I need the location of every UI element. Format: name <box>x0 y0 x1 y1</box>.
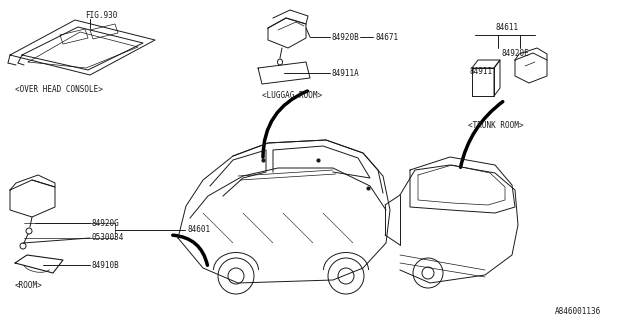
Text: <ROOM>: <ROOM> <box>15 281 43 290</box>
Text: 84920E: 84920E <box>502 50 530 59</box>
Text: 84920B: 84920B <box>332 33 360 42</box>
Text: 84671: 84671 <box>375 33 398 42</box>
Text: 84611: 84611 <box>495 22 518 31</box>
Text: <LUGGAG ROOM>: <LUGGAG ROOM> <box>262 91 322 100</box>
Text: 84911A: 84911A <box>332 68 360 77</box>
Text: <TRUNK ROOM>: <TRUNK ROOM> <box>468 121 524 130</box>
Text: FIG.930: FIG.930 <box>85 12 117 20</box>
Text: <OVER HEAD CONSOLE>: <OVER HEAD CONSOLE> <box>15 85 103 94</box>
FancyArrowPatch shape <box>173 235 207 265</box>
Text: A846001136: A846001136 <box>555 308 601 316</box>
Text: 84911: 84911 <box>470 68 493 76</box>
Text: 84910B: 84910B <box>92 260 120 269</box>
FancyArrowPatch shape <box>263 91 307 157</box>
Text: 0530034: 0530034 <box>92 234 124 243</box>
Text: 84601: 84601 <box>187 226 210 235</box>
FancyArrowPatch shape <box>461 102 503 167</box>
Text: 84920G: 84920G <box>92 219 120 228</box>
